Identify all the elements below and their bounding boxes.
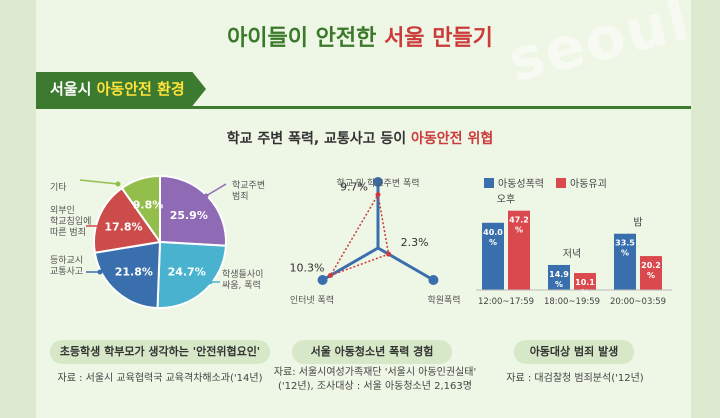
pie-leader-dot: [115, 181, 121, 187]
pie-value-label: 24.7%: [168, 265, 206, 278]
bar-value-label: 14.9%: [549, 270, 569, 289]
bar-value-label: 40.0%: [483, 228, 503, 247]
title-part1: 아이들이 안전한: [227, 26, 385, 51]
pie-value-label: 25.9%: [170, 209, 208, 222]
pie-value-label: 21.8%: [115, 266, 153, 279]
page-title: 아이들이 안전한 서울 만들기: [0, 20, 720, 52]
bar-source: 자료 : 대검찰청 범죄분석('12년): [506, 373, 644, 384]
radar-value-label: 2.3%: [401, 236, 429, 249]
legend-label: 아동성폭력: [498, 179, 544, 190]
radar-source: 자료: 서울시여성가족재단 '서울시 아동인권실태' ('12년), 조사대상 …: [270, 366, 480, 394]
pie-leader-line: [205, 183, 227, 197]
legend-swatch-red: [556, 178, 566, 188]
section-divider: [36, 106, 691, 109]
radar-value-label: 9.7%: [340, 181, 368, 194]
pie-category-label: 기타: [50, 182, 67, 193]
legend-item-series1: 아동성폭력: [484, 175, 544, 190]
pie-leader-dot: [203, 193, 209, 199]
bar-group-label: 오후: [497, 194, 515, 206]
radar-value-point: [386, 251, 392, 257]
pie-slice: [156, 240, 227, 309]
pie-caption: 초등학생 학부모가 생각하는 '안전위협요인': [50, 340, 270, 364]
title-part2: 서울 만들기: [384, 26, 493, 51]
bar-group-label: 저녁: [563, 248, 581, 260]
pie-category-label: 학생들사이 싸움, 폭력: [222, 269, 263, 291]
radar-axis: [377, 246, 435, 282]
bar: [640, 256, 662, 290]
pie-value-label: 17.8%: [104, 221, 142, 234]
bar: [548, 264, 570, 290]
bar-caption: 아동대상 범죄 발생: [514, 340, 634, 364]
pie-category-label: 등하교시 교통사고: [50, 255, 83, 277]
legend-label: 아동유괴: [570, 179, 607, 190]
radar-axis-label: 학교 및 학교주변 폭력: [336, 177, 419, 189]
legend-item-series2: 아동유괴: [556, 175, 607, 190]
bar-category-label: 20:00~03:59: [610, 297, 666, 307]
pie-slice: [120, 174, 161, 246]
radar-caption: 서울 아동청소년 폭력 경험: [292, 340, 452, 364]
pie-category-label: 외부인 학교침입에 따른 범죄: [50, 204, 91, 238]
radar-source-line: ('12년), 조사대상 : 서울 아동청소년 2,163명: [278, 381, 472, 392]
radar-axis-label: 인터넷 폭력: [290, 294, 334, 306]
pie-value-label: 9.8%: [133, 198, 164, 211]
section-part2: 아동안전 환경: [96, 80, 185, 98]
legend-swatch-blue: [484, 178, 494, 188]
radar-value-point: [375, 192, 381, 198]
pie-category-label: 학교주변 범죄: [232, 180, 265, 202]
radar-axis-end: [317, 275, 328, 285]
bar: [614, 233, 636, 290]
bar-value-label: 33.5%: [615, 239, 635, 258]
radar-value-label: 10.3%: [289, 261, 324, 274]
bar-category-label: 18:00~19:59: [544, 297, 600, 307]
radar-axis-end: [428, 275, 439, 285]
chart-subtitle: 학교 주변 폭력, 교통사고 등이 아동안전 위협: [0, 128, 720, 148]
pie-slice: [93, 186, 162, 254]
bar-value-label: 20.2%: [641, 261, 661, 280]
subtitle-part2: 아동안전 위협: [411, 131, 494, 147]
bar-value-label: 10.1%: [575, 278, 595, 297]
pie-leader-line: [79, 179, 119, 185]
section-tab: 서울시 아동안전 환경: [36, 72, 206, 106]
pie-slice: [93, 240, 162, 309]
bar: [508, 210, 530, 290]
radar-axis-end: [373, 177, 383, 187]
radar-source-line: 자료: 서울시여성가족재단 '서울시 아동인권실태': [273, 367, 477, 378]
section-part1: 서울시: [50, 80, 97, 98]
radar-axis-label: 학원폭력: [427, 294, 460, 306]
radar-value-point: [327, 272, 333, 278]
bar-group-label: 밤: [633, 217, 642, 229]
bar: [574, 273, 596, 290]
pie-leader-dot: [97, 269, 103, 275]
radar-value-polygon: [328, 192, 390, 277]
bar-category-label: 12:00~17:59: [478, 297, 534, 307]
pie-leader-dot: [97, 223, 103, 229]
bar-value-label: 47.2%: [509, 216, 529, 235]
pie-source: 자료 : 서울시 교육협력국 교육격차해소과('14년): [57, 373, 263, 384]
pie-leader-dot: [207, 279, 213, 285]
bar: [482, 222, 504, 290]
subtitle-part1: 학교 주변 폭력, 교통사고 등이: [226, 131, 412, 147]
